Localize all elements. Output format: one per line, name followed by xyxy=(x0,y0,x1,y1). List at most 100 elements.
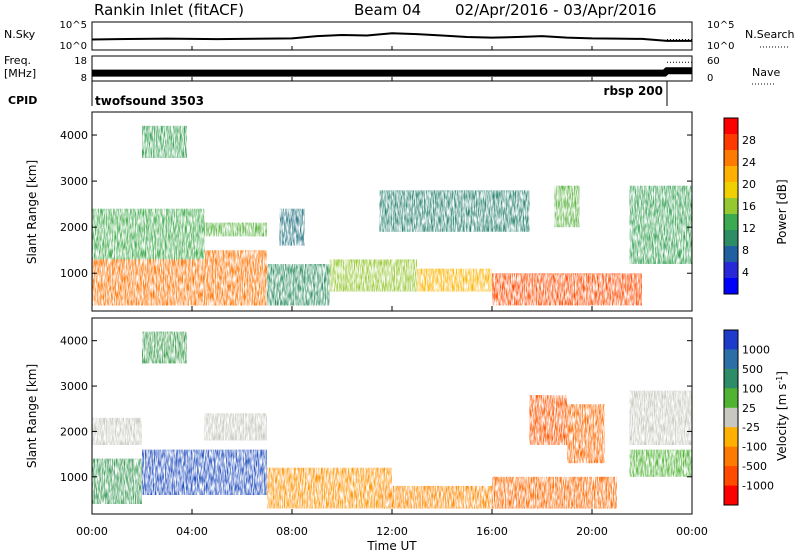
power-region-2 xyxy=(204,222,267,237)
velocity-ytick-label-3: 4000 xyxy=(60,335,88,348)
power-colorbar-tick-3: 16 xyxy=(742,200,756,213)
noise-series-line-0 xyxy=(91,32,692,42)
velocity-colorbar: 1000 500 100 25 -25 -100 -500 -1000 xyxy=(723,329,774,506)
freq-left-tick-top: 18 xyxy=(74,56,87,67)
cpid-label: CPID xyxy=(8,94,37,107)
power-colorbar-tick-0: 28 xyxy=(742,134,756,147)
x-tick-label-4: 16:00 xyxy=(476,525,508,538)
nave-label: Nave xyxy=(752,66,780,79)
power-ytick-label-3: 4000 xyxy=(60,129,88,142)
power-colorbar-frame xyxy=(723,117,739,295)
velocity-colorbar-segment-0 xyxy=(724,330,738,350)
velocity-region-4 xyxy=(267,467,392,509)
velocity-colorbar-segment-7 xyxy=(724,466,738,486)
freq-left-tick-bottom: 8 xyxy=(81,73,87,84)
velocity-colorbar-segment-8 xyxy=(724,485,738,506)
velocity-colorbar-tick-6: -500 xyxy=(742,460,767,473)
freq-label-line1: Freq. xyxy=(4,54,31,67)
power-region-9 xyxy=(554,185,580,228)
velocity-region-1 xyxy=(92,417,142,445)
velocity-colorbar-tick-7: -1000 xyxy=(742,480,774,493)
power-heatmap xyxy=(92,125,692,306)
velocity-colorbar-frame xyxy=(723,329,739,506)
power-colorbar-tick-2: 20 xyxy=(742,178,756,191)
noise-series xyxy=(91,32,692,42)
power-ytick-label-1: 2000 xyxy=(60,221,88,234)
freq-series xyxy=(92,61,692,77)
velocity-colorbar-tick-4: -25 xyxy=(742,421,760,434)
beam-label: Beam 04 xyxy=(354,1,421,19)
velocity-colorbar-segment-6 xyxy=(724,446,738,467)
velocity-region-10 xyxy=(629,449,692,477)
x-tick-label-6: 00:00 xyxy=(676,525,708,538)
power-region-1 xyxy=(92,208,205,260)
power-region-10 xyxy=(629,185,692,264)
velocity-region-0 xyxy=(92,458,142,504)
power-colorbar-label: Power [dB] xyxy=(775,179,789,244)
velocity-colorbar-tick-3: 25 xyxy=(742,402,756,415)
power-y-ticks: 1000 2000 3000 4000 xyxy=(60,129,692,280)
power-colorbar-segment-2 xyxy=(724,150,738,167)
velocity-colorbar-segment-5 xyxy=(724,427,738,448)
power-region-6 xyxy=(417,268,492,292)
velocity-region-9 xyxy=(629,390,692,445)
x-tick-label-1: 04:00 xyxy=(176,525,208,538)
velocity-colorbar-segment-4 xyxy=(724,407,738,428)
velocity-region-7 xyxy=(529,395,567,445)
power-colorbar-tick-1: 24 xyxy=(742,156,756,169)
noise-right-label: N.Search xyxy=(745,28,795,41)
power-ytick-label-2: 3000 xyxy=(60,175,88,188)
velocity-colorbar-segment-3 xyxy=(724,388,738,409)
noise-panel-frame xyxy=(91,21,693,51)
date-range: 02/Apr/2016 - 03/Apr/2016 xyxy=(455,1,657,19)
freq-label-line2: [MHz] xyxy=(4,67,36,80)
noise-left-tick-top: 10^5 xyxy=(60,20,87,31)
x-axis-title: Time UT xyxy=(366,539,417,553)
power-region-5 xyxy=(329,259,417,292)
power-colorbar-segment-8 xyxy=(724,246,738,263)
power-region-7 xyxy=(492,273,642,306)
power-region-4 xyxy=(279,208,305,246)
freq-series-line xyxy=(92,67,692,77)
power-region-3 xyxy=(267,264,330,306)
freq-right-tick-top: 60 xyxy=(707,56,720,67)
velocity-colorbar-tick-1: 500 xyxy=(742,363,763,376)
power-region-11 xyxy=(142,125,187,158)
x-tick-label-3: 12:00 xyxy=(376,525,408,538)
power-colorbar-tick-4: 12 xyxy=(742,222,756,235)
power-colorbar-segment-4 xyxy=(724,182,738,199)
velocity-region-11 xyxy=(142,331,187,364)
cpid-segment-rbsp: rbsp 200 xyxy=(604,84,663,98)
x-tick-label-5: 20:00 xyxy=(576,525,608,538)
velocity-region-2 xyxy=(142,449,267,495)
power-colorbar-segment-5 xyxy=(724,198,738,215)
x-tick-label-2: 08:00 xyxy=(276,525,308,538)
station-title: Rankin Inlet (fitACF) xyxy=(94,1,244,19)
velocity-region-8 xyxy=(567,404,605,464)
noise-left-label: N.Sky xyxy=(4,28,36,41)
power-colorbar-segment-1 xyxy=(724,134,738,151)
noise-left-tick-bottom: 10^0 xyxy=(60,41,87,52)
velocity-colorbar-tick-0: 1000 xyxy=(742,343,770,356)
power-region-0 xyxy=(92,250,267,306)
noise-right-tick-top: 10^5 xyxy=(707,20,734,31)
power-region-8 xyxy=(379,190,530,232)
noise-right-tick-bottom: 10^0 xyxy=(707,41,734,52)
velocity-colorbar-segment-1 xyxy=(724,349,738,370)
freq-right-tick-bottom: 0 xyxy=(707,73,713,84)
x-tick-label-0: 00:00 xyxy=(76,525,108,538)
power-colorbar-segment-9 xyxy=(724,262,738,279)
power-colorbar-tick-5: 8 xyxy=(742,244,749,257)
velocity-colorbar-segment-2 xyxy=(724,368,738,389)
power-colorbar-segment-3 xyxy=(724,166,738,183)
velocity-ytick-label-1: 2000 xyxy=(60,425,88,438)
power-colorbar-segment-10 xyxy=(724,278,738,295)
velocity-colorbar-tick-5: -100 xyxy=(742,441,767,454)
power-colorbar-segment-6 xyxy=(724,214,738,231)
power-colorbar-segment-0 xyxy=(724,118,738,135)
velocity-heatmap xyxy=(92,331,692,509)
power-colorbar-segment-7 xyxy=(724,230,738,247)
cpid-segment-twofsound: twofsound 3503 xyxy=(95,94,204,108)
